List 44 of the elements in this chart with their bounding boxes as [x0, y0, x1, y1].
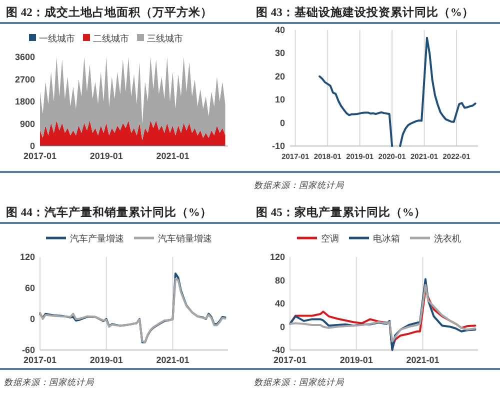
- x-tick-label: 2019-01: [90, 355, 123, 365]
- y-tick-label: 80: [274, 275, 285, 286]
- y-tick-label: 0: [280, 322, 285, 332]
- x-tick-label: 2017-01: [23, 355, 57, 365]
- legend-label: 空调: [321, 234, 339, 244]
- x-tick-label: 2017-01: [273, 355, 307, 365]
- legend-label: 一线城市: [39, 34, 75, 44]
- chart-title: 图 45：家电产量累计同比（%）: [256, 205, 426, 219]
- y-tick-label: 2700: [14, 74, 35, 84]
- y-tick-label: 120: [20, 252, 35, 262]
- y-tick-label: 40: [274, 25, 285, 35]
- legend-label: 汽车销量增速: [158, 234, 212, 244]
- chart-title: 图 44：汽车产量和销量累计同比（%）: [6, 205, 212, 219]
- x-tick-label: 2019-01: [340, 355, 373, 365]
- source-note: 数据来源：国家统计局: [254, 180, 344, 190]
- y-tick-label: 20: [274, 71, 285, 82]
- y-tick-label: 0: [280, 118, 285, 128]
- x-tick-label: 2021-01: [156, 355, 190, 365]
- y-tick-label: 30: [274, 48, 285, 58]
- legend-label: 汽车产量增速: [70, 234, 124, 244]
- y-tick-label: -10: [272, 141, 285, 151]
- legend-label: 电冰箱: [373, 234, 400, 244]
- x-tick-label: 2021-01: [406, 355, 440, 365]
- y-tick-label: 0: [30, 314, 35, 324]
- x-tick-label: 2017-01: [23, 151, 57, 161]
- y-tick-label: -60: [22, 345, 35, 355]
- x-tick-label: 2019-01: [90, 151, 123, 161]
- y-tick-label: 10: [274, 94, 285, 105]
- y-tick-label: 60: [24, 283, 35, 293]
- chart-title: 图 42：成交土地占地面积（万平方米）: [6, 5, 212, 19]
- y-tick-label: -40: [272, 345, 285, 355]
- source-note: 数据来源：国家统计局: [4, 377, 94, 387]
- y-tick-label: 120: [270, 252, 285, 262]
- y-tick-label: 0: [30, 141, 35, 151]
- legend-label: 二线城市: [93, 34, 129, 44]
- legend-label: 三线城市: [147, 34, 183, 44]
- y-tick-label: 1800: [14, 96, 35, 106]
- x-tick-label: 2021-01: [156, 151, 190, 161]
- y-tick-label: 900: [20, 118, 35, 129]
- y-tick-label: 40: [274, 298, 285, 308]
- y-tick-label: 3600: [14, 52, 35, 62]
- legend-label: 洗衣机: [434, 234, 461, 244]
- chart-title: 图 43：基础设施建设投资累计同比（%）: [256, 5, 474, 19]
- source-note: 数据来源：国家统计局: [254, 377, 344, 387]
